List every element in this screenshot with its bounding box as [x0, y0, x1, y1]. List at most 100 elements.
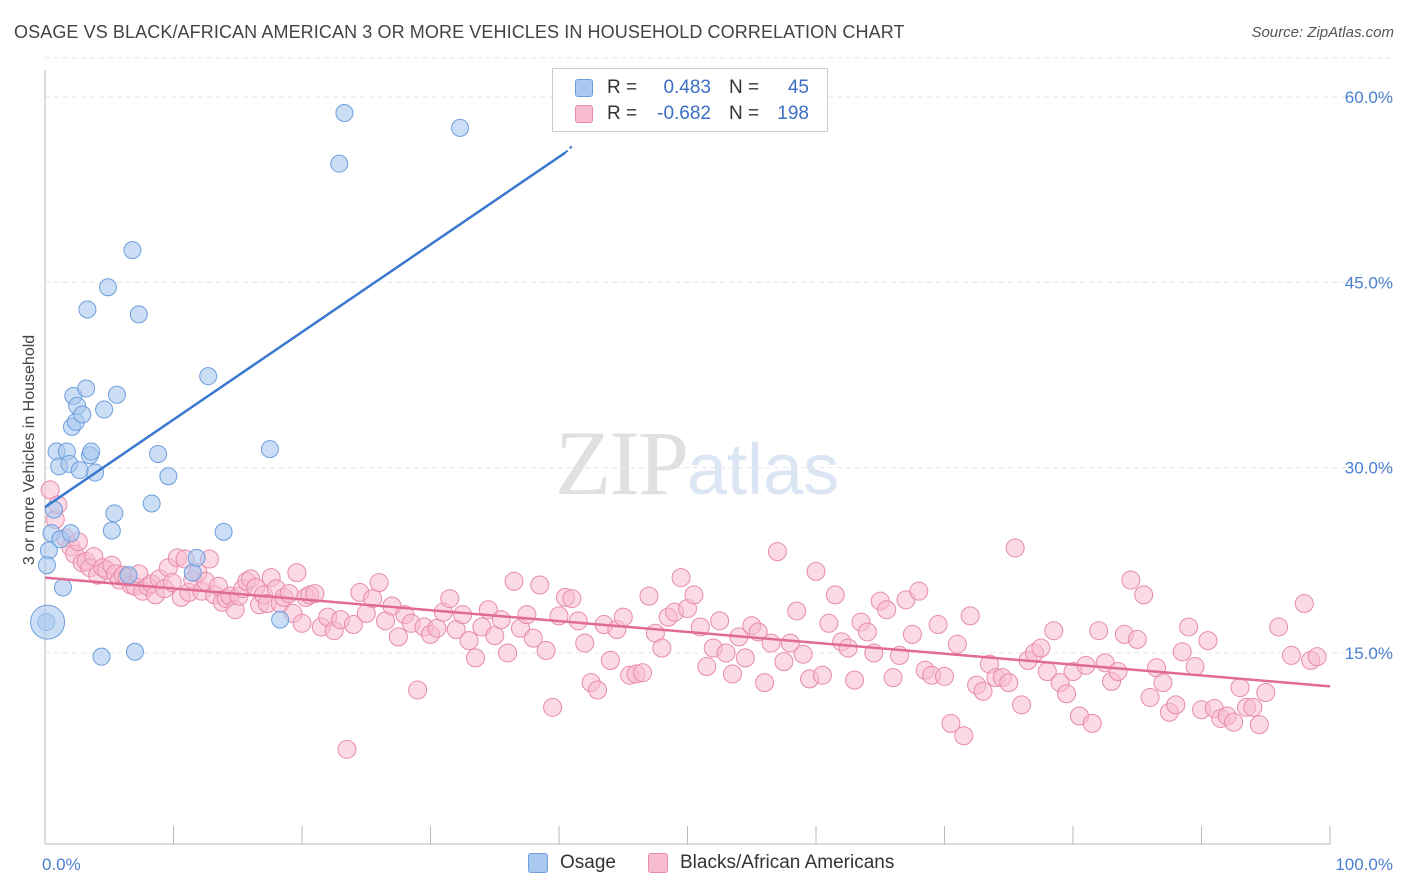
- scatter-point-blacks: [1031, 638, 1051, 658]
- scatter-point-blacks: [1307, 647, 1327, 667]
- scatter-point-blacks: [292, 613, 312, 633]
- scatter-point-blacks: [954, 726, 974, 746]
- legend-row-blacks: R = -0.682 N = 198: [575, 102, 809, 126]
- scatter-point-blacks: [735, 648, 755, 668]
- scatter-point-blacks: [819, 613, 839, 633]
- scatter-point-blacks: [755, 673, 775, 693]
- scatter-point-blacks: [1243, 697, 1263, 717]
- scatter-point-blacks: [857, 622, 877, 642]
- y-tick-label: 60.0%: [1345, 88, 1393, 107]
- scatter-point-blacks: [504, 571, 524, 591]
- correlation-legend: R = 0.483 N = 45 R = -0.682 N = 198: [552, 68, 828, 132]
- scatter-point-blacks: [465, 648, 485, 668]
- legend-n-label: N =: [729, 77, 760, 98]
- scatter-point-osage: [82, 442, 101, 461]
- scatter-point-blacks: [568, 611, 588, 631]
- legend-row-osage: R = 0.483 N = 45: [575, 76, 809, 100]
- legend-swatch-blacks: [575, 105, 593, 123]
- scatter-point-osage: [159, 467, 178, 486]
- scatter-point-blacks: [877, 600, 897, 620]
- trend-line-osage-extension: [564, 145, 573, 154]
- scatter-point-blacks: [652, 638, 672, 658]
- scatter-point-blacks: [1108, 661, 1128, 681]
- scatter-point-osage: [330, 154, 349, 173]
- legend-label-blacks: Blacks/African Americans: [680, 852, 895, 873]
- scatter-point-blacks: [671, 568, 691, 588]
- scatter-point-osage-large: [30, 604, 66, 640]
- scatter-point-blacks: [722, 664, 742, 684]
- scatter-point-blacks: [1249, 715, 1269, 735]
- scatter-point-blacks: [1153, 673, 1173, 693]
- scatter-point-osage: [102, 521, 121, 540]
- scatter-point-blacks: [523, 628, 543, 648]
- scatter-point-blacks: [825, 585, 845, 605]
- scatter-point-osage: [149, 445, 168, 464]
- scatter-point-blacks: [1089, 621, 1109, 641]
- scatter-point-blacks: [806, 561, 826, 581]
- scatter-point-osage: [98, 278, 117, 297]
- scatter-point-blacks: [761, 633, 781, 653]
- legend-label-osage: Osage: [560, 852, 616, 873]
- scatter-point-osage: [53, 578, 72, 597]
- scatter-point-blacks: [305, 584, 325, 604]
- scatter-point-blacks: [1172, 642, 1192, 662]
- scatter-point-osage: [125, 642, 144, 661]
- scatter-point-blacks: [562, 589, 582, 609]
- scatter-point-blacks: [543, 697, 563, 717]
- scatter-point-blacks: [1281, 645, 1301, 665]
- scatter-point-blacks: [1127, 629, 1147, 649]
- scatter-point-osage: [107, 385, 126, 404]
- scatter-point-osage: [451, 118, 470, 137]
- scatter-point-blacks: [1294, 594, 1314, 614]
- legend-r-label: R =: [607, 77, 638, 98]
- scatter-point-osage: [95, 400, 114, 419]
- scatter-point-blacks: [838, 638, 858, 658]
- scatter-point-blacks: [388, 627, 408, 647]
- scatter-point-blacks: [459, 631, 479, 651]
- scatter-point-blacks: [427, 618, 447, 638]
- scatter-point-blacks: [600, 650, 620, 670]
- legend-r-value: -0.682: [657, 103, 711, 124]
- scatter-point-blacks: [684, 585, 704, 605]
- scatter-point-blacks: [902, 624, 922, 644]
- scatter-point-blacks: [697, 657, 717, 677]
- scatter-point-osage: [73, 405, 92, 424]
- zipatlas-watermark: ZIPatlas: [555, 410, 839, 516]
- scatter-point-blacks: [633, 663, 653, 683]
- scatter-point-blacks: [780, 633, 800, 653]
- scatter-point-blacks: [287, 563, 307, 583]
- scatter-point-osage: [335, 104, 354, 123]
- legend-item-blacks: Blacks/African Americans: [648, 852, 894, 874]
- trend-line-osage: [44, 151, 567, 509]
- scatter-point-blacks: [1185, 657, 1205, 677]
- scatter-point-osage: [214, 522, 233, 541]
- scatter-point-blacks: [1044, 621, 1064, 641]
- scatter-point-blacks: [935, 666, 954, 686]
- legend-r-label: R =: [607, 103, 638, 124]
- scatter-point-blacks: [408, 680, 428, 700]
- scatter-point-blacks: [337, 739, 357, 759]
- scatter-point-blacks: [812, 665, 832, 685]
- scatter-point-blacks: [1134, 585, 1154, 605]
- y-tick-label: 15.0%: [1345, 644, 1393, 663]
- scatter-point-blacks: [1082, 713, 1102, 733]
- scatter-point-osage: [37, 556, 56, 575]
- scatter-point-blacks: [774, 652, 794, 672]
- legend-r-value: 0.483: [663, 77, 711, 98]
- scatter-point-osage: [199, 367, 218, 386]
- scatter-point-blacks: [491, 610, 511, 630]
- scatter-point-blacks: [909, 581, 929, 601]
- scatter-point-blacks: [575, 633, 595, 653]
- scatter-point-blacks: [1166, 695, 1186, 715]
- scatter-point-blacks: [1179, 617, 1199, 637]
- scatter-point-blacks: [883, 668, 903, 688]
- scatter-point-osage: [183, 563, 202, 582]
- scatter-point-blacks: [845, 670, 865, 690]
- scatter-point-blacks: [1256, 682, 1276, 702]
- x-tick-label-end: 100.0%: [1335, 855, 1393, 874]
- scatter-point-blacks: [1224, 712, 1244, 732]
- scatter-point-blacks: [1140, 687, 1160, 707]
- scatter-point-blacks: [485, 626, 505, 646]
- scatter-point-osage: [92, 647, 111, 666]
